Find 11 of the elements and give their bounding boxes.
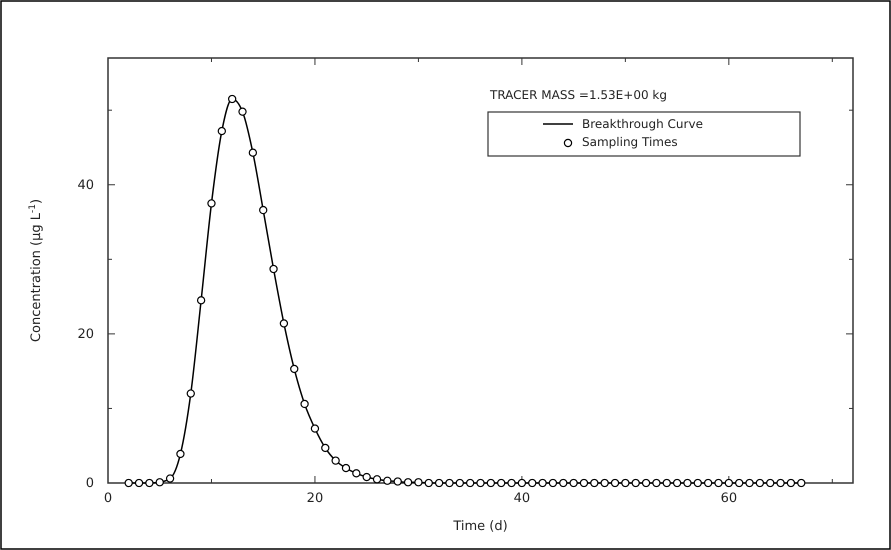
x-tick-label: 60 <box>720 491 738 506</box>
y-tick-label: 40 <box>77 178 94 193</box>
x-axis-title: Time (d) <box>452 519 508 534</box>
annotation: TRACER MASS =1.53E+00 kg <box>489 88 667 102</box>
x-tick-label: 20 <box>306 491 324 506</box>
legend-label: Sampling Times <box>582 135 678 149</box>
x-tick-label: 0 <box>104 491 112 506</box>
y-tick-label: 0 <box>86 476 94 492</box>
y-tick-label: 20 <box>77 327 94 342</box>
legend-label: Breakthrough Curve <box>582 117 703 131</box>
x-tick-label: 40 <box>514 491 530 506</box>
